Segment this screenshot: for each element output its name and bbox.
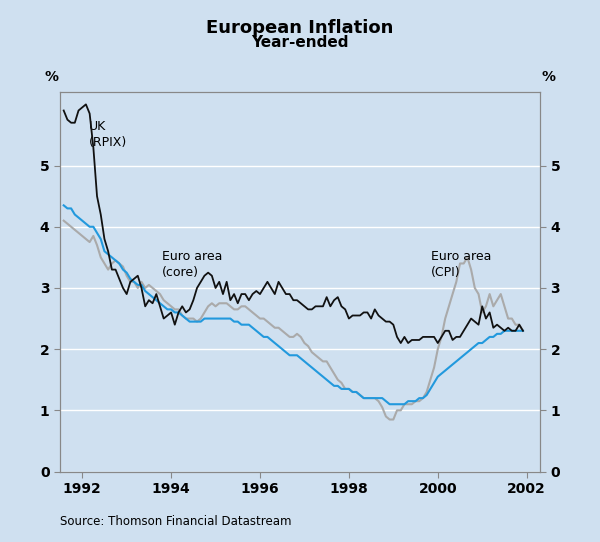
Text: UK
(RPIX): UK (RPIX) [89, 120, 127, 149]
Text: %: % [542, 70, 556, 84]
Text: %: % [44, 70, 58, 84]
Text: Euro area
(core): Euro area (core) [162, 250, 223, 279]
Text: Source: Thomson Financial Datastream: Source: Thomson Financial Datastream [60, 515, 292, 528]
Text: European Inflation: European Inflation [206, 19, 394, 37]
Text: Euro area
(CPI): Euro area (CPI) [431, 250, 491, 279]
Text: Year-ended: Year-ended [251, 35, 349, 50]
